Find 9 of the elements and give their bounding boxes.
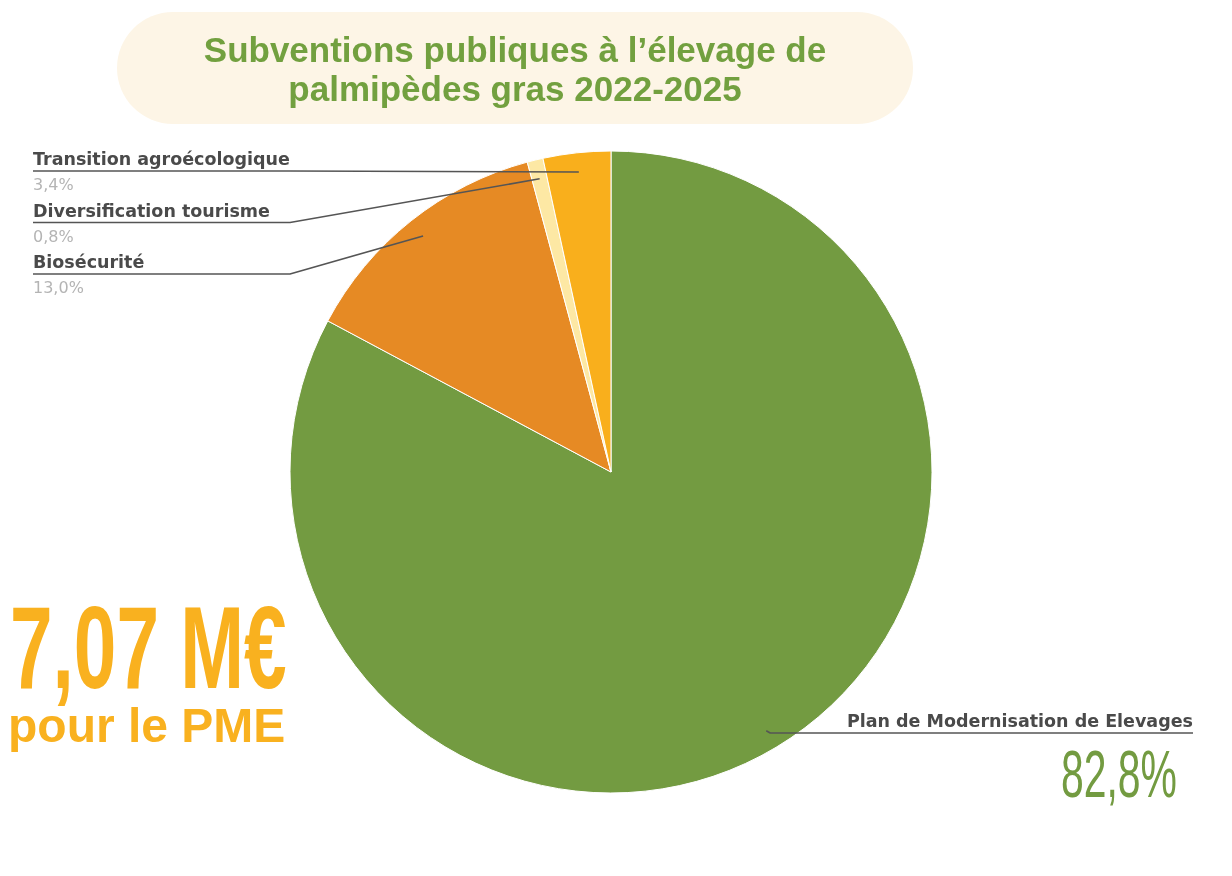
data-label: 82,8%: [1060, 736, 1177, 812]
slice-label: Diversification tourisme: [33, 200, 271, 221]
data-label: 0,8%: [33, 226, 74, 246]
chart-title: Subventions publiques à l’élevage de palmipèdes gras 2022-2025: [203, 30, 827, 108]
slice-label: Plan de Modernisation de Elevages: [846, 711, 1193, 731]
slice-label: Biosécurité: [33, 252, 145, 272]
slice-label: Transition agroécologique: [33, 149, 291, 169]
data-label: 13,0%: [33, 278, 84, 297]
data-label: 3,4%: [33, 175, 74, 194]
